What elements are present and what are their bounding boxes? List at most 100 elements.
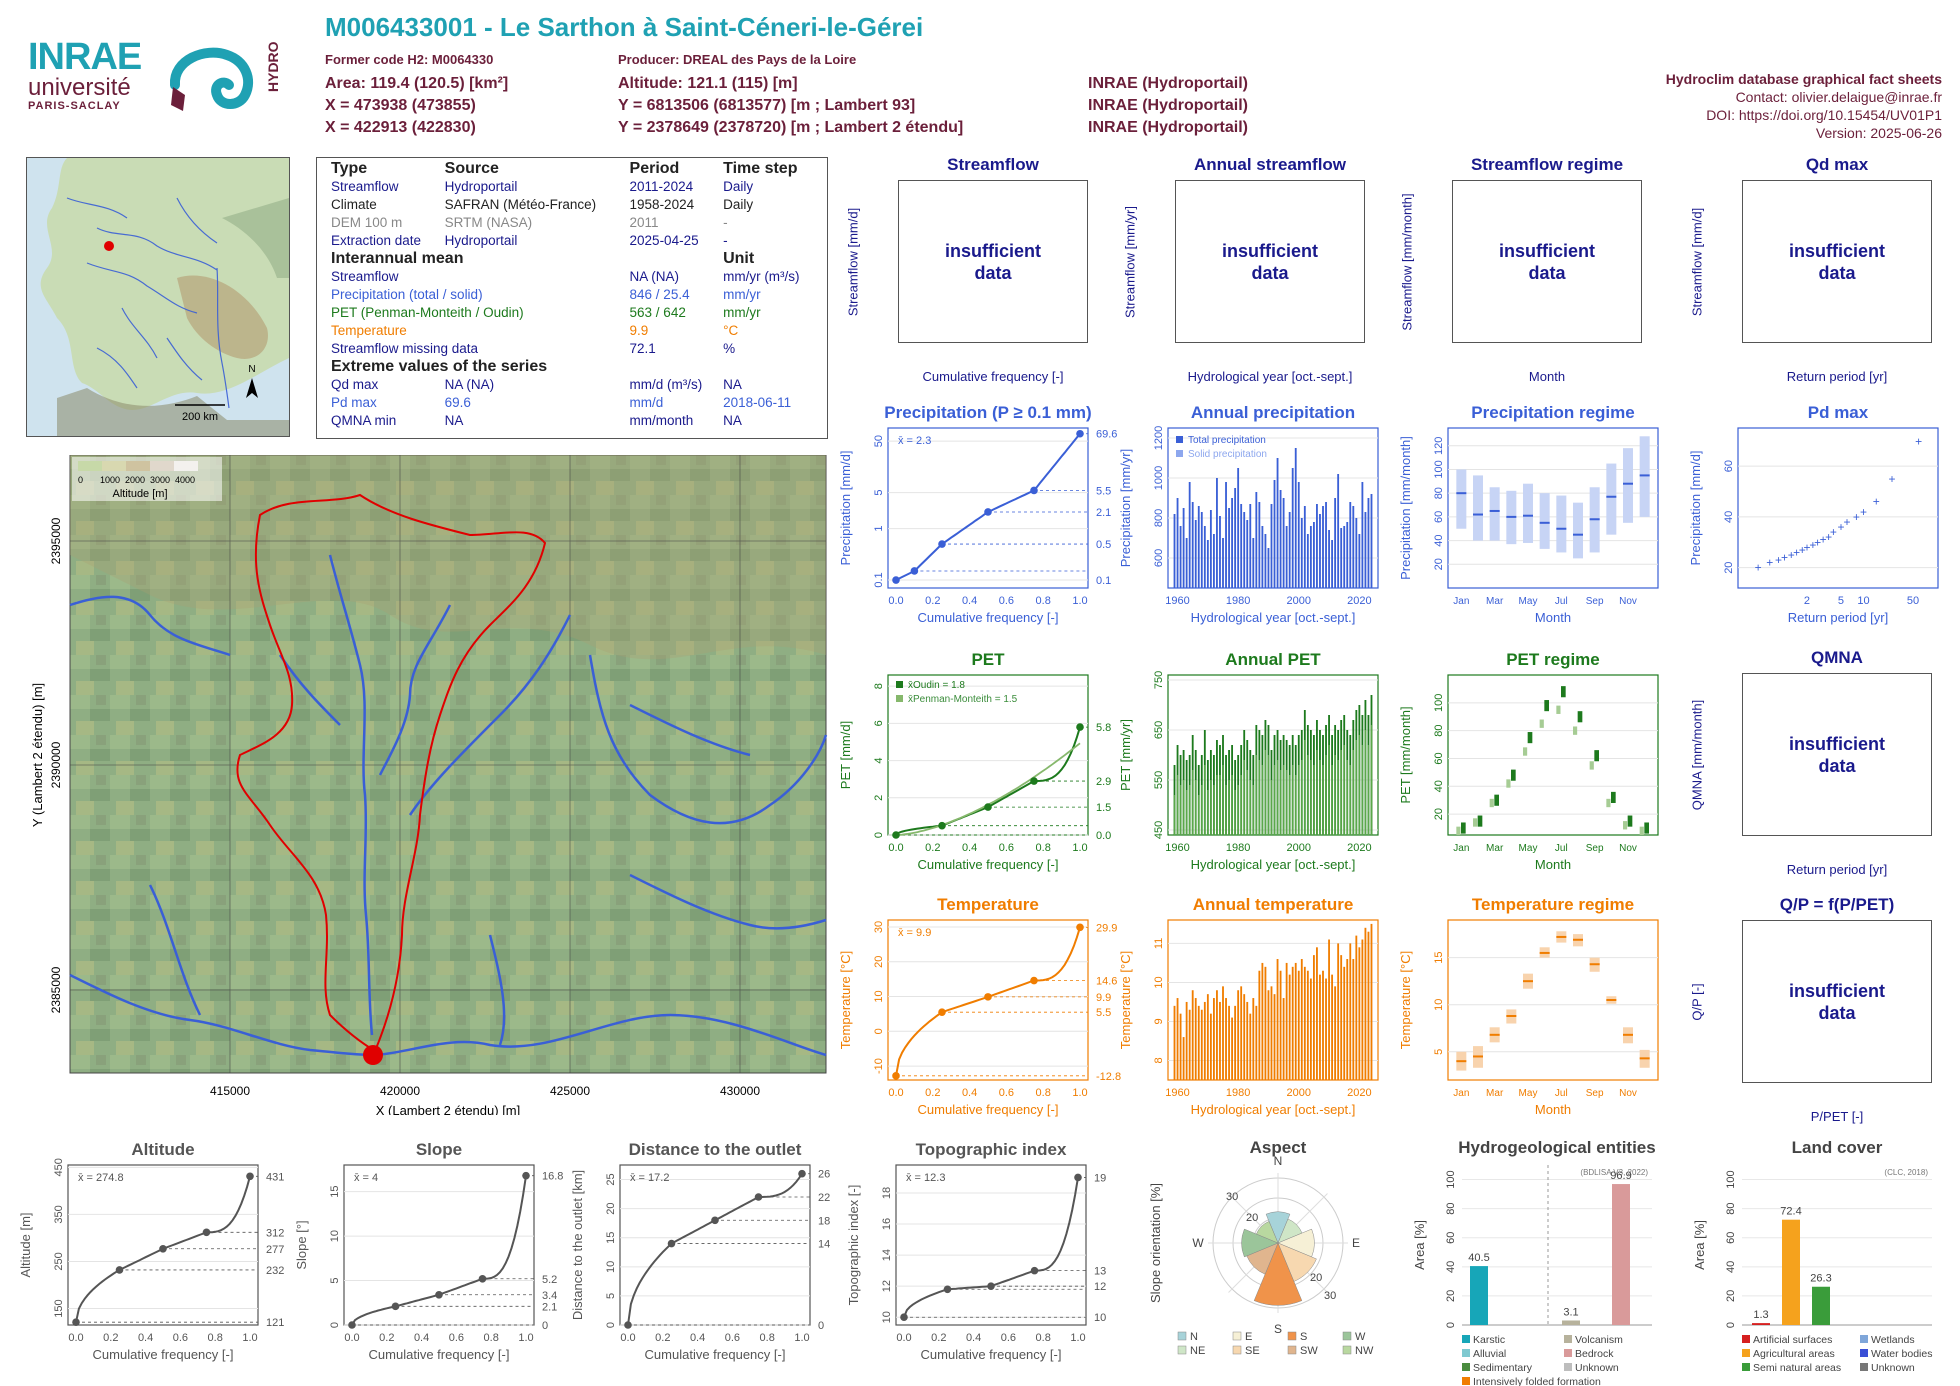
aspect-legend-label: NW [1355,1345,1374,1357]
temp-cdf-mean-label: x̄ = 9.9 [898,927,931,939]
precip-regime-x-label: Month [1535,610,1571,625]
former-code: Former code H2: M0064330 [325,52,494,67]
topo-2-y-tick: 10 [605,1261,617,1273]
annual-precip-legend-swatch [1176,450,1183,457]
annual-precip-bar [1261,526,1264,588]
annual-precip-bar [1176,498,1179,588]
cell: 69.6 [444,395,471,410]
precip-cdf-point [938,540,946,548]
temp-regime-x-tick: May [1519,1088,1538,1099]
cell: °C [723,323,739,338]
annual-temp-bar [1246,1001,1249,1080]
annual-precip-bar [1219,516,1221,588]
annual-temp-bar [1328,939,1330,1080]
annual-precip-bar [1300,518,1303,588]
annual-precip-bar [1252,538,1255,588]
annual-precip-bar [1370,494,1373,588]
landcover-y-tick: 80 [1725,1203,1737,1215]
annual-precip-bar [1234,488,1237,588]
topo-1-right-tick: 5.2 [542,1274,557,1286]
pd-max-point: + [1775,553,1782,567]
pd-max-point: + [1888,472,1895,486]
pd-max-point: + [1853,510,1860,524]
precip-regime-range-box [1489,487,1500,541]
pet-regime-x-tick: May [1519,843,1538,854]
temp-cdf-frame [887,919,1089,1081]
annual-pet-bar-2 [1282,765,1285,835]
annual-pet-bar-2 [1273,765,1276,835]
topo-2-right-tick: 0 [818,1320,824,1332]
pet-regime-box-2 [1589,761,1594,770]
interannual-header-row: Interannual mean Unit [327,250,817,268]
annual-temp-bar [1340,955,1343,1080]
annual-pet-bar-2 [1240,775,1242,835]
source-1: INRAE (Hydroportail) [1088,75,1248,92]
annual-temp-bar [1282,998,1285,1080]
precip-regime-y-tick: 120 [1433,437,1445,455]
annual-precip-bar [1243,512,1246,588]
legend-tick: 3000 [150,475,170,485]
annual-pet-bar-2 [1176,775,1179,835]
version-text: Version: 2025-06-26 [1815,125,1942,141]
hydrogeology-legend-swatch [1462,1363,1470,1371]
doi-link[interactable]: DOI: https://doi.org/10.15454/UV01P1 [1706,107,1942,123]
hydrogeology-y-tick: 40 [1445,1261,1457,1273]
topo-1-point [522,1171,530,1180]
topo-2-x-tick: 0.2 [655,1332,670,1344]
pd-max-point: + [1844,515,1851,529]
annual-precip-bar [1367,498,1370,588]
annual-pet-bar-2 [1267,755,1270,835]
annual-pet-bar-2 [1343,745,1345,835]
cell: Streamflow missing data [331,341,479,356]
topo-2-x-label: Cumulative frequency [-] [645,1347,786,1362]
legend-tick: 4000 [175,475,195,485]
flow-panel-1-title: Annual streamflow [1193,155,1347,174]
cell: QMNA min [331,413,397,428]
precip-regime-y-tick: 20 [1433,558,1445,570]
qmna-panel-x-label: Return period [yr] [1786,862,1888,877]
annual-temp-bar [1309,978,1312,1080]
annual-precip-bar [1267,548,1270,588]
pet-cdf-x-label: Cumulative frequency [-] [918,857,1059,872]
annual-temp-bar [1291,966,1294,1080]
annual-pet-bar-2 [1201,785,1203,835]
contact-link[interactable]: Contact: olivier.delaigue@inrae.fr [1735,89,1942,105]
annual-precip-bar [1258,502,1261,588]
annual-precip-bar [1206,540,1209,588]
annual-temp-x-tick: 2000 [1287,1087,1311,1099]
topo-0-mean-label: x̄ = 274.8 [78,1172,124,1184]
temp-cdf-right-tick: 5.5 [1096,1007,1111,1019]
annual-pet-bar-2 [1252,785,1255,835]
annual-temp-bar [1216,990,1218,1080]
annual-temp-bar [1322,970,1324,1080]
pet-regime-x-tick: Nov [1619,843,1637,854]
hydrogeology-legend-swatch [1462,1377,1470,1385]
precip-regime-y-tick: 60 [1433,511,1445,523]
annual-precip-bar [1222,538,1224,588]
hydrogeology-legend-swatch [1564,1363,1572,1371]
temp-cdf-x-tick: 0.8 [1036,1087,1051,1099]
flow-panel-3-plot: insufficient data [1742,180,1932,343]
annual-temp-bar [1222,986,1224,1080]
landcover-value-label: 26.3 [1810,1273,1831,1285]
precip-cdf-y-tick: 1 [873,526,885,532]
hydrogeology-y-tick: 20 [1445,1290,1457,1302]
temp-regime-title: Temperature regime [1472,895,1634,914]
precip-regime-y-label: Precipitation [mm/month] [1398,436,1413,580]
landcover-legend-label: Unknown [1871,1362,1915,1374]
pet-cdf-x-tick: 0.8 [1036,842,1051,854]
annual-pet-bar-2 [1291,765,1294,835]
temp-cdf-right-tick: 14.6 [1096,976,1117,988]
pet-regime-y-tick: 100 [1433,694,1445,712]
annual-precip-bar [1340,528,1343,588]
topo-2-right-tick: 14 [818,1239,830,1251]
info-header-row: Type Source Period Time step [327,160,817,178]
altitude-legend-label: Altitude [m] [112,488,167,500]
france-map-svg: 200 km N [27,158,289,436]
cell: 9.9 [629,323,649,338]
topo-3-mean-label: x̄ = 12.3 [906,1172,945,1184]
landcover-bar [1782,1219,1800,1325]
annual-pet-x-tick: 1960 [1165,842,1189,854]
temp-cdf-x-tick: 0.2 [925,1087,940,1099]
annual-temp-bar [1234,1005,1237,1080]
